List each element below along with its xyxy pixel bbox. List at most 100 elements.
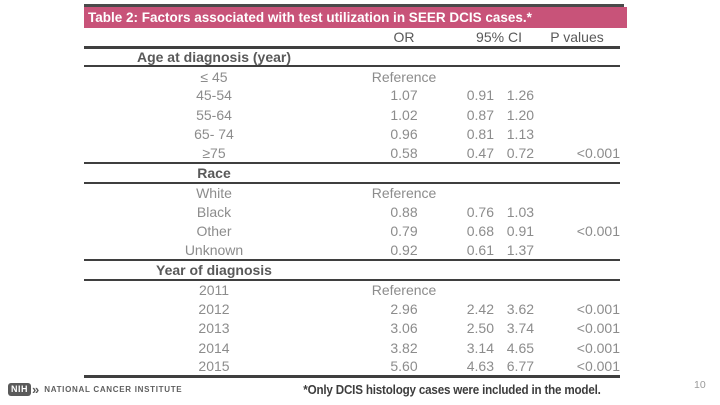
double-chevron-right-icon: » — [32, 381, 40, 397]
nih-logo: NIH » NATIONAL CANCER INSTITUTE — [8, 381, 182, 397]
ci-low-value: 0.81 — [466, 126, 494, 143]
or-value: Reference — [371, 68, 437, 85]
p-value — [534, 183, 620, 202]
ci-low-value: 0.91 — [466, 87, 494, 104]
or-value: 2.96 — [390, 300, 418, 317]
header-p-values: P values — [534, 29, 621, 49]
table-row: 55-64 1.02 0.87 1.20 — [84, 105, 620, 124]
or-value: 3.82 — [390, 339, 418, 356]
row-label: 2011 — [198, 281, 230, 298]
page-number: 10 — [694, 379, 706, 391]
table-row: ≥75 0.58 0.47 0.72 <0.001 — [84, 143, 621, 165]
section-name: Race — [84, 163, 344, 184]
ci-low-value: 0.87 — [466, 106, 494, 123]
ci-low-value: 0.61 — [464, 240, 494, 262]
ci-low-value: 2.50 — [466, 320, 494, 337]
ci-low-value: 2.42 — [466, 300, 494, 317]
ci-high-value: 0.91 — [506, 223, 535, 240]
statistics-table: OR 95% CI P values Age at diagnosis (yea… — [84, 29, 621, 379]
section-header-row: Race — [84, 163, 621, 184]
footnote: *Only DCIS histology cases were included… — [303, 383, 601, 397]
header-ci: 95% CI — [464, 29, 535, 49]
header-or: OR — [344, 29, 464, 49]
ci-high-value — [494, 280, 534, 299]
table-row: 45-54 1.07 0.91 1.26 — [84, 86, 620, 105]
ci-high-value: 0.72 — [494, 143, 535, 165]
section-name: Age at diagnosis (year) — [84, 47, 344, 68]
row-label: 55-64 — [196, 106, 232, 123]
table-row: Black 0.88 0.76 1.03 — [84, 202, 620, 221]
ci-low-value: 0.47 — [464, 143, 494, 165]
ci-high-value: 1.26 — [506, 87, 535, 104]
ci-low-value: 0.68 — [466, 223, 494, 240]
ci-high-value: 1.13 — [506, 126, 535, 143]
or-value: 0.88 — [390, 203, 418, 220]
row-label: 2015 — [84, 357, 344, 379]
row-label: Unknown — [84, 240, 344, 262]
institute-name: NATIONAL CANCER INSTITUTE — [44, 384, 183, 394]
ci-high-value: 3.62 — [506, 300, 535, 317]
table-row: 65- 74 0.96 0.81 1.13 — [84, 125, 620, 144]
p-value — [534, 202, 620, 221]
or-value: 1.02 — [390, 106, 418, 123]
table-row: 2015 5.60 4.63 6.77 <0.001 — [84, 357, 621, 379]
row-label: White — [196, 184, 232, 201]
p-value: <0.001 — [534, 143, 621, 165]
section-header-filler — [344, 163, 621, 184]
row-label: ≤ 45 — [200, 68, 228, 85]
p-value — [534, 105, 620, 124]
ci-low-value — [464, 280, 494, 299]
nih-logo-box: NIH — [8, 382, 31, 396]
row-label: 2012 — [198, 300, 230, 317]
p-value — [534, 280, 620, 299]
row-label: 45-54 — [196, 87, 232, 104]
row-label: 65- 74 — [194, 126, 234, 143]
ci-high-value — [494, 183, 534, 202]
ci-high-value: 1.20 — [506, 106, 535, 123]
or-value: 5.60 — [344, 357, 464, 379]
ci-low-value: 3.14 — [466, 339, 494, 356]
p-value: <0.001 — [576, 339, 621, 356]
table-row: Other 0.79 0.68 0.91 <0.001 — [84, 222, 620, 241]
p-value — [534, 125, 620, 144]
table-row: 2013 3.06 2.50 3.74 <0.001 — [84, 318, 620, 337]
ci-low-value: 4.63 — [464, 357, 494, 379]
p-value — [534, 66, 620, 85]
row-label: 2014 — [198, 339, 230, 356]
table-header-row: OR 95% CI P values — [84, 29, 621, 49]
ci-high-value: 1.03 — [506, 203, 535, 220]
ci-high-value: 4.65 — [506, 339, 535, 356]
table-row: White Reference — [84, 183, 620, 202]
or-value: 0.79 — [390, 223, 418, 240]
or-value: Reference — [371, 184, 437, 201]
p-value: <0.001 — [576, 320, 621, 337]
section-header-filler — [344, 47, 621, 68]
top-rule-line — [84, 4, 624, 7]
or-value: 1.07 — [390, 87, 418, 104]
table-title: Table 2: Factors associated with test ut… — [84, 7, 627, 28]
p-value — [534, 240, 621, 262]
or-value: Reference — [371, 281, 437, 298]
table-row: ≤ 45 Reference — [84, 66, 620, 85]
ci-high-value: 3.74 — [506, 320, 535, 337]
ci-high-value: 1.37 — [494, 240, 535, 262]
or-value: 3.06 — [390, 320, 418, 337]
section-header-row: Year of diagnosis — [84, 260, 621, 281]
or-value: 0.96 — [390, 126, 418, 143]
ci-high-value — [494, 66, 534, 85]
table-row: 2014 3.82 3.14 4.65 <0.001 — [84, 338, 620, 357]
table-row: 2012 2.96 2.42 3.62 <0.001 — [84, 299, 620, 318]
section-name: Year of diagnosis — [84, 260, 344, 281]
row-label: Other — [196, 223, 232, 240]
row-label: Black — [196, 203, 232, 220]
ci-low-value: 0.76 — [466, 203, 494, 220]
table-row: Unknown 0.92 0.61 1.37 — [84, 240, 621, 262]
table-body: Age at diagnosis (year) ≤ 45 Reference 45-5… — [84, 47, 621, 379]
table-row: 2011 Reference — [84, 280, 620, 299]
p-value: <0.001 — [576, 223, 621, 240]
row-label: ≥75 — [84, 143, 344, 165]
p-value: <0.001 — [534, 357, 621, 379]
or-value: 0.92 — [344, 240, 464, 262]
p-value: <0.001 — [576, 300, 621, 317]
